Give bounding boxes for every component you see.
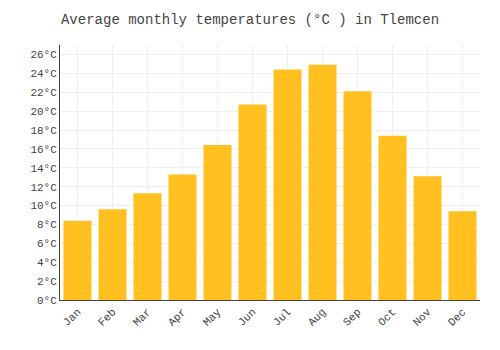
svg-text:Jun: Jun [236, 306, 258, 328]
svg-text:18°C: 18°C [30, 125, 57, 137]
svg-text:8°C: 8°C [37, 219, 57, 231]
svg-text:16°C: 16°C [30, 144, 57, 156]
svg-text:Dec: Dec [446, 306, 468, 328]
svg-text:10°C: 10°C [30, 200, 57, 212]
svg-text:6°C: 6°C [37, 238, 57, 250]
svg-text:Aug: Aug [306, 306, 328, 328]
svg-text:Average monthly temperatures (: Average monthly temperatures (°C ) in Tl… [61, 12, 439, 28]
svg-text:Jan: Jan [61, 306, 83, 328]
svg-text:20°C: 20°C [30, 106, 57, 118]
svg-text:Apr: Apr [166, 306, 188, 328]
svg-text:Feb: Feb [96, 306, 118, 328]
svg-text:26°C: 26°C [30, 49, 57, 61]
svg-text:12°C: 12°C [30, 182, 57, 194]
svg-text:Jul: Jul [271, 306, 293, 328]
svg-text:4°C: 4°C [37, 257, 57, 269]
svg-text:22°C: 22°C [30, 87, 57, 99]
svg-text:14°C: 14°C [30, 163, 57, 175]
svg-text:Sep: Sep [341, 306, 363, 328]
svg-text:Nov: Nov [411, 306, 434, 329]
svg-text:May: May [201, 306, 224, 329]
svg-text:0°C: 0°C [37, 295, 57, 307]
svg-text:24°C: 24°C [30, 68, 57, 80]
svg-text:Mar: Mar [131, 306, 153, 328]
svg-text:Oct: Oct [376, 306, 398, 328]
svg-text:2°C: 2°C [37, 276, 57, 288]
